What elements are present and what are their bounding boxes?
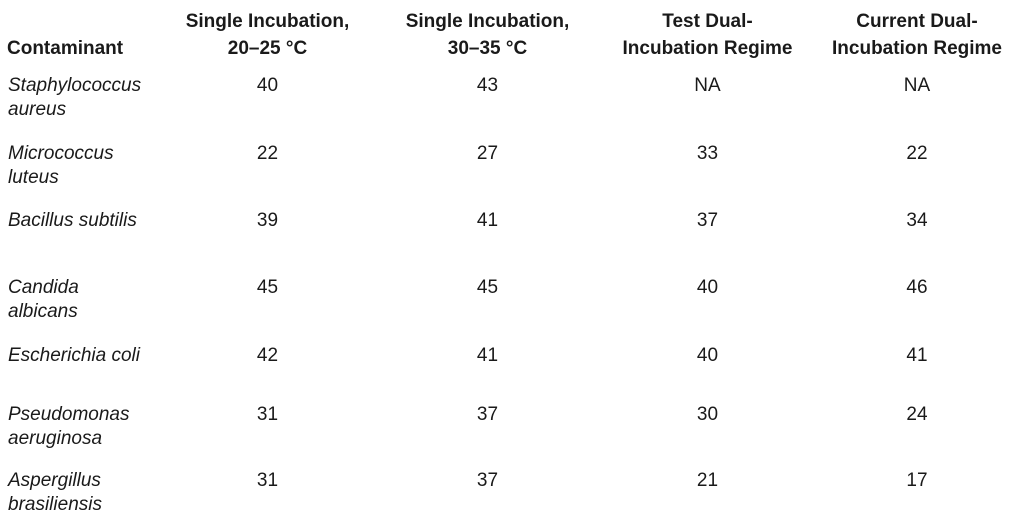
value-cell: 27 bbox=[476, 143, 499, 164]
column-header: Single Incubation, 30–35 °C bbox=[370, 0, 605, 64]
header-line: Incubation Regime bbox=[622, 38, 793, 59]
value-cell: 31 bbox=[256, 404, 279, 425]
value-cell: 45 bbox=[256, 277, 279, 298]
contaminant-cell: Bacillus subtilis bbox=[0, 199, 165, 266]
value-cell: 17 bbox=[906, 470, 928, 491]
table-row: Pseudomonas aeruginosa 31 37 30 24 bbox=[0, 393, 1024, 459]
value-cell: 42 bbox=[256, 345, 279, 366]
value-cell: 33 bbox=[696, 143, 719, 164]
value-cell: 22 bbox=[256, 143, 279, 164]
table-row: Aspergillus brasiliensis 31 37 21 17 bbox=[0, 459, 1024, 517]
value-cell: 30 bbox=[696, 404, 719, 425]
header-line: Single Incubation, bbox=[185, 11, 350, 32]
table-row: Escherichia coli 42 41 40 41 bbox=[0, 334, 1024, 393]
value-cell: 41 bbox=[476, 345, 499, 366]
value-cell: 37 bbox=[476, 404, 499, 425]
table-row: Micrococcus luteus 22 27 33 22 bbox=[0, 132, 1024, 199]
header-row: Contaminant Single Incubation, 20–25 °C Sin… bbox=[0, 0, 1024, 64]
value-cell: 37 bbox=[696, 210, 719, 231]
value-cell: 31 bbox=[256, 470, 279, 491]
value-cell: NA bbox=[903, 75, 931, 96]
value-cell: 43 bbox=[476, 75, 499, 96]
value-cell: 41 bbox=[906, 345, 928, 366]
column-header: Current Dual- Incubation Regime bbox=[810, 0, 1024, 64]
value-cell: 40 bbox=[696, 345, 719, 366]
column-header: Single Incubation, 20–25 °C bbox=[165, 0, 370, 64]
value-cell: 34 bbox=[906, 210, 928, 231]
value-cell: 37 bbox=[476, 470, 499, 491]
name-line: Pseudomonas bbox=[8, 404, 130, 425]
table-head: Contaminant Single Incubation, 20–25 °C Sin… bbox=[0, 0, 1024, 64]
name-line: Candida bbox=[8, 277, 79, 298]
table-body: Staphylococcus aureus 40 43 NA NA Micrococcus l… bbox=[0, 64, 1024, 517]
contaminant-cell: Candida albicans bbox=[0, 266, 165, 334]
header-line: Contaminant bbox=[7, 38, 124, 59]
value-cell: 46 bbox=[906, 277, 928, 298]
name-line: Micrococcus bbox=[8, 143, 114, 164]
name-line: Staphylococcus bbox=[8, 75, 142, 96]
value-cell: 24 bbox=[906, 404, 928, 425]
value-cell: 40 bbox=[696, 277, 719, 298]
table-row: Bacillus subtilis 39 41 37 34 bbox=[0, 199, 1024, 266]
header-line: Incubation Regime bbox=[832, 38, 1002, 59]
contaminant-cell: Micrococcus luteus bbox=[0, 132, 165, 199]
name-line: brasiliensis bbox=[8, 494, 102, 515]
name-line: albicans bbox=[8, 301, 78, 322]
column-header: Test Dual- Incubation Regime bbox=[605, 0, 810, 64]
contaminant-cell: Escherichia coli bbox=[0, 334, 165, 393]
value-cell: 21 bbox=[696, 470, 719, 491]
value-cell: 41 bbox=[476, 210, 499, 231]
value-cell: 45 bbox=[476, 277, 499, 298]
name-line: aureus bbox=[8, 99, 67, 120]
name-line: Escherichia coli bbox=[8, 345, 140, 366]
name-line: Bacillus subtilis bbox=[8, 210, 137, 231]
header-line: Current Dual- bbox=[856, 11, 978, 32]
value-cell: NA bbox=[694, 75, 721, 96]
contaminant-cell: Aspergillus brasiliensis bbox=[0, 459, 165, 517]
header-line: 30–35 °C bbox=[447, 38, 528, 59]
contaminant-cell: Pseudomonas aeruginosa bbox=[0, 393, 165, 459]
table-row: Staphylococcus aureus 40 43 NA NA bbox=[0, 64, 1024, 132]
value-cell: 39 bbox=[256, 210, 279, 231]
name-line: luteus bbox=[8, 167, 59, 188]
header-line: 20–25 °C bbox=[227, 38, 308, 59]
header-line: Single Incubation, bbox=[405, 11, 570, 32]
value-cell: 22 bbox=[906, 143, 928, 164]
table-row: Candida albicans 45 45 40 46 bbox=[0, 266, 1024, 334]
value-cell: 40 bbox=[256, 75, 279, 96]
contaminant-cell: Staphylococcus aureus bbox=[0, 64, 165, 132]
name-line: aeruginosa bbox=[8, 428, 103, 449]
column-header: Contaminant bbox=[0, 0, 165, 64]
name-line: Aspergillus bbox=[8, 470, 101, 491]
header-line: Test Dual- bbox=[662, 11, 753, 32]
